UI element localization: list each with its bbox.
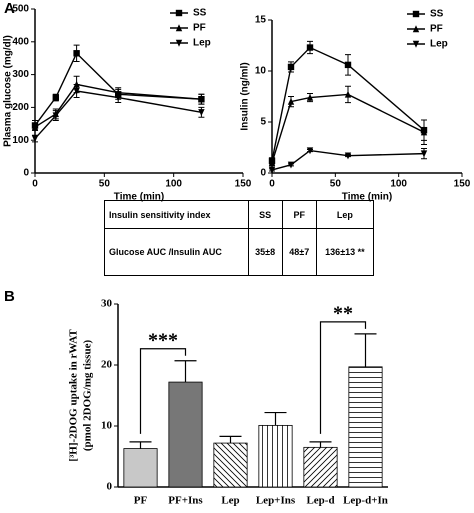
marker [287, 161, 295, 169]
marker [420, 150, 428, 158]
marker [175, 9, 183, 17]
bar [213, 442, 248, 488]
header-cell: SS [247, 200, 283, 229]
x-tick-label: PF [134, 495, 148, 507]
x-axis-label: Time (min) [114, 192, 164, 203]
panel-label: B [4, 288, 15, 305]
marker [73, 87, 80, 95]
error-bar [354, 333, 377, 367]
legend-label: PF [193, 23, 206, 34]
marker [198, 109, 205, 117]
significance-label: ** [333, 302, 353, 324]
marker [344, 152, 352, 160]
marker [306, 44, 314, 51]
marker [287, 63, 295, 71]
cell: 136±13 ** [315, 228, 375, 276]
error-bar [219, 435, 242, 444]
cell: Glucose AUC /Insulin AUC [104, 228, 249, 276]
y-axis-label: Insulin (ng/ml) [240, 62, 251, 130]
x-tick-label: Lep+Ins [256, 495, 296, 507]
y-tick-label: 30 [101, 298, 113, 310]
x-axis-label: Time (min) [342, 192, 392, 203]
marker [420, 128, 428, 136]
legend-label: SS [193, 8, 207, 19]
error-bar [129, 441, 152, 449]
header-cell: Lep [315, 200, 375, 229]
y-tick-label: 100 [12, 135, 29, 146]
header-cell: PF [281, 200, 317, 229]
x-tick-label: Lep-d+In [343, 495, 388, 507]
table-header: Insulin sensitivity index SS PF Lep [104, 200, 375, 229]
marker [306, 147, 314, 155]
error-bar [174, 360, 197, 383]
error-bar [264, 411, 287, 426]
significance-bracket [319, 321, 367, 434]
error-bar [309, 441, 332, 448]
legend-label: PF [430, 24, 443, 35]
y-tick-label: 500 [12, 4, 29, 15]
marker [344, 90, 352, 98]
y-tick-label: 10 [101, 420, 113, 432]
significance-label: *** [148, 329, 178, 351]
marker [52, 94, 59, 101]
cell: 48±7 [281, 228, 317, 276]
header-cell: Insulin sensitivity index [104, 200, 249, 229]
x-tick-label: Lep [221, 495, 239, 507]
y-tick-label: 0 [260, 168, 266, 179]
x-tick-label: 50 [99, 179, 111, 190]
x-tick-label: 100 [390, 179, 407, 190]
marker [73, 50, 80, 57]
bar [348, 366, 383, 488]
y-tick-label: 15 [255, 15, 267, 26]
marker [31, 135, 39, 143]
marker [268, 159, 276, 166]
marker [306, 93, 314, 101]
marker [198, 95, 205, 103]
y-tick-label: 400 [12, 36, 29, 47]
bar [168, 381, 203, 488]
x-tick-label: 50 [330, 179, 342, 190]
marker [268, 166, 276, 174]
marker [52, 112, 59, 120]
cell: 35±8 [247, 228, 283, 276]
y-tick-label: 200 [12, 102, 29, 113]
marker [412, 10, 420, 18]
x-tick-label: PF+Ins [168, 495, 203, 507]
marker [175, 24, 183, 32]
panel-label: A [4, 0, 15, 17]
y-tick-label: 0 [107, 481, 113, 493]
y-axis-label: [³H]-2DOG uptake in rWAT [68, 329, 80, 462]
y-tick-label: 10 [255, 66, 267, 77]
x-tick-label: Lep-d [306, 495, 334, 507]
x-tick-label: 150 [454, 179, 471, 190]
significance-bracket [139, 348, 187, 434]
y-tick-label: 20 [101, 359, 113, 371]
marker [412, 25, 420, 33]
bar [303, 446, 338, 488]
y-tick-label: 300 [12, 69, 29, 80]
marker [287, 97, 295, 105]
marker [31, 123, 39, 131]
marker [344, 61, 352, 69]
x-tick-label: 150 [235, 179, 252, 190]
table-row: Glucose AUC /Insulin AUC 35±8 48±7 136±1… [104, 228, 375, 276]
legend-label: Lep [193, 38, 211, 49]
bar [258, 424, 293, 488]
marker [175, 39, 183, 47]
y-tick-label: 5 [260, 117, 266, 128]
y-axis-label: Plasma glucose (mg/dl) [3, 35, 14, 147]
y-tick-label: 0 [23, 168, 29, 179]
table: Insulin sensitivity index SS PF Lep Gluc… [104, 200, 375, 276]
marker [115, 94, 122, 102]
legend-label: SS [430, 9, 444, 20]
x-tick-label: 0 [269, 179, 275, 190]
bar [123, 448, 158, 488]
x-tick-label: 0 [32, 179, 38, 190]
x-tick-label: 100 [165, 179, 182, 190]
marker [412, 40, 420, 48]
y-axis-label: (pmol 2DOG/mg tissue) [82, 340, 94, 452]
legend-label: Lep [430, 39, 448, 50]
